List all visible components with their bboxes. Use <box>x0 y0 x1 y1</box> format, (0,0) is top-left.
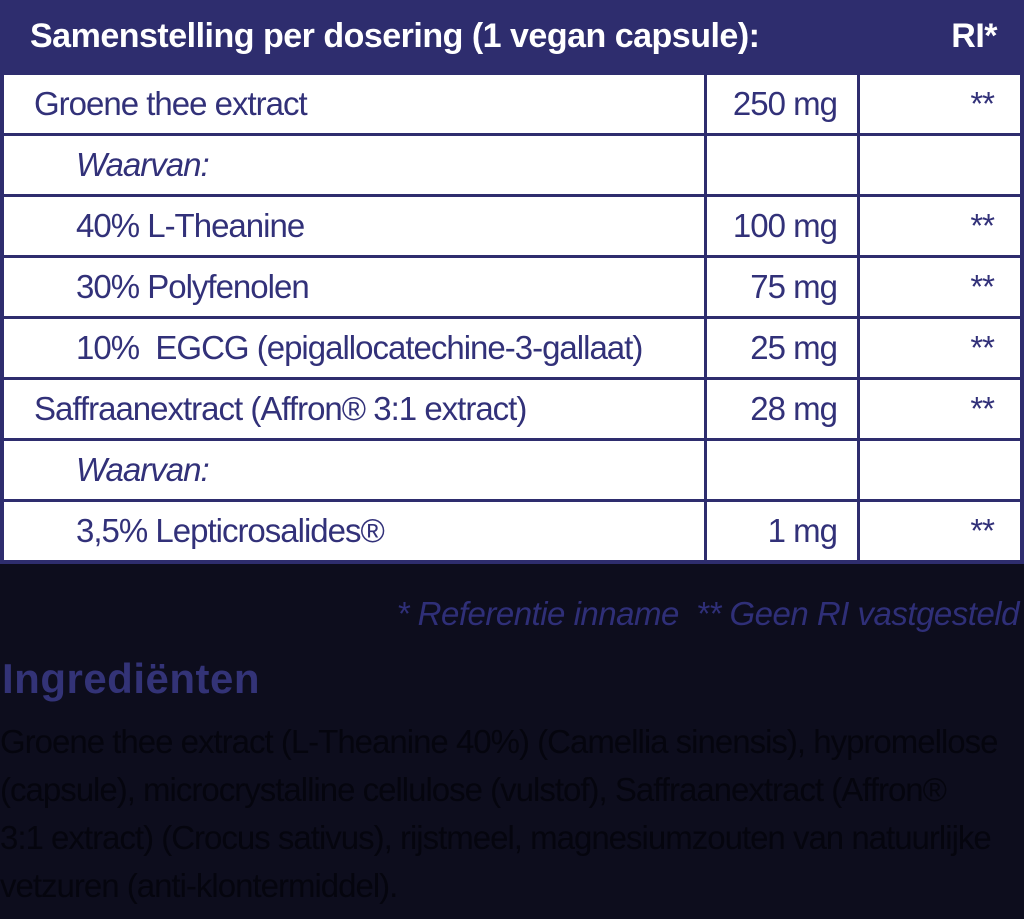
ingredient-ri: ** <box>970 207 995 244</box>
ingredient-name: 3,5% Lepticrosalides® <box>4 502 707 560</box>
table-row: Waarvan: <box>4 133 1020 194</box>
reference-intake-footnote: * Referentie inname ** Geen RI vastgeste… <box>396 595 1020 632</box>
ingredient-amount: 100 mg <box>707 197 860 255</box>
table-row: Waarvan: <box>4 438 1020 499</box>
ingredients-line: Groene thee extract (L-Theanine 40%) (Ca… <box>0 723 999 760</box>
ingredient-name: 30% Polyfenolen <box>4 258 707 316</box>
table-header: Samenstelling per dosering (1 vegan caps… <box>0 0 1024 72</box>
label-lower-section: * Referentie inname ** Geen RI vastgeste… <box>0 564 1024 910</box>
table-row: 40% L-Theanine 100 mg ** <box>4 194 1020 255</box>
ingredient-ri: ** <box>970 268 995 305</box>
table-body: Groene thee extract 250 mg ** Waarvan: 4… <box>0 72 1024 564</box>
table-row: 3,5% Lepticrosalides® 1 mg ** <box>4 499 1020 560</box>
ingredients-line: (capsule), microcrystalline cellulose (v… <box>0 771 947 808</box>
ingredient-ri: ** <box>970 329 995 366</box>
ingredients-paragraph: Groene thee extract (L-Theanine 40%) (Ca… <box>0 718 1024 910</box>
ingredients-line: 3:1 extract) (Crocus sativus), rijstmeel… <box>0 819 992 856</box>
ingredient-amount: 1 mg <box>707 502 860 560</box>
table-title: Samenstelling per dosering (1 vegan caps… <box>30 16 760 55</box>
table-row: Saffraanextract (Affron® 3:1 extract) 28… <box>4 377 1020 438</box>
ingredient-name: Waarvan: <box>4 136 707 194</box>
table-row: 30% Polyfenolen 75 mg ** <box>4 255 1020 316</box>
ingredient-name: 40% L-Theanine <box>4 197 707 255</box>
supplement-facts-table: Samenstelling per dosering (1 vegan caps… <box>0 0 1024 564</box>
ingredient-ri: ** <box>970 390 995 427</box>
ingredient-amount: 25 mg <box>707 319 860 377</box>
table-row: Groene thee extract 250 mg ** <box>4 72 1020 133</box>
ingredient-name: 10% EGCG (epigallocatechine-3-gallaat) <box>4 319 707 377</box>
ingredient-amount: 75 mg <box>707 258 860 316</box>
ingredient-name: Groene thee extract <box>4 75 707 133</box>
ingredient-amount: 28 mg <box>707 380 860 438</box>
ingredient-ri: ** <box>970 85 995 122</box>
ingredient-amount: 250 mg <box>707 75 860 133</box>
table-row: 10% EGCG (epigallocatechine-3-gallaat) 2… <box>4 316 1020 377</box>
ingredient-name: Saffraanextract (Affron® 3:1 extract) <box>4 380 707 438</box>
ingredient-ri <box>860 136 1020 194</box>
ingredient-name: Waarvan: <box>4 441 707 499</box>
ri-column-header: RI* <box>951 16 997 55</box>
ingredient-ri: ** <box>970 512 995 549</box>
ingredient-amount <box>707 441 860 499</box>
ingredients-line: vetzuren (anti-klontermiddel). <box>0 867 398 904</box>
ingredients-heading: Ingrediënten <box>2 655 261 702</box>
ingredient-ri <box>860 441 1020 499</box>
ingredient-amount <box>707 136 860 194</box>
